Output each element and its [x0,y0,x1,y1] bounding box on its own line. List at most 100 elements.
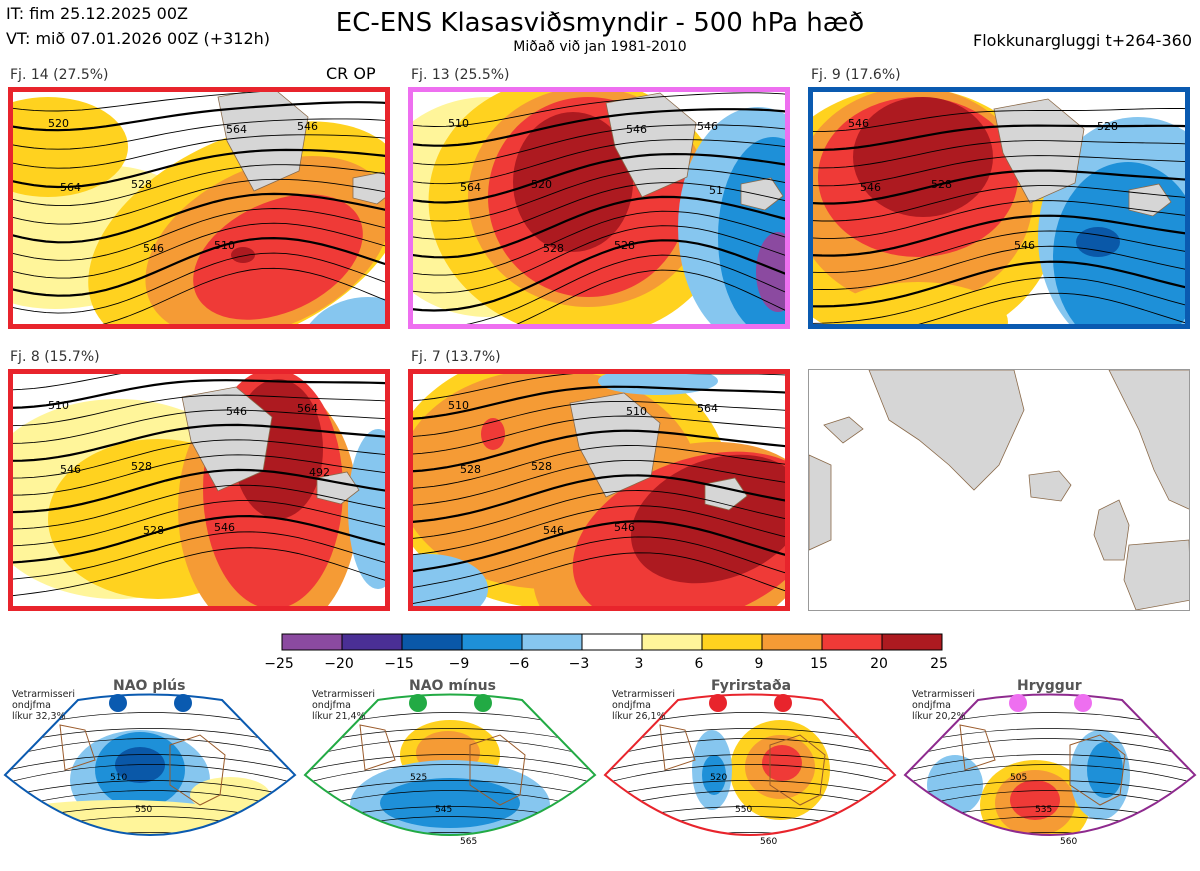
height-contour [5,738,295,762]
height-contour [808,260,1190,308]
height-contour [905,832,1195,835]
anomaly-area [1087,742,1123,798]
anomaly-area [380,778,520,828]
contour-label: 510 [448,117,469,130]
contour-label: 546 [1014,239,1035,252]
colorbar-swatch [581,633,643,651]
height-contour [300,843,600,866]
regime-name: NAO plús [113,678,186,694]
contour-label: 560 [1060,837,1077,847]
anomaly-area [190,777,270,813]
regime-marker [474,694,492,712]
cluster-map-7: 510 528 546 564 528 546 510 [408,369,790,611]
colorbar-tick: 3 [634,656,644,672]
coastline [1069,734,1126,806]
cluster-frame [8,87,390,329]
colorbar-swatch [881,633,943,651]
contour-label: 528 [131,460,152,473]
colorbar-swatch [521,633,583,651]
height-contour [408,536,790,589]
land-mass [569,392,661,498]
regime-nao-plus: 510 550 NAO plús Vetrarmisseri ondjfma líku… [0,675,300,871]
height-contour [8,118,390,150]
contour-label: 528 [1097,120,1118,133]
contour-label: 528 [460,463,481,476]
regime-ridge: 505 535 560 Hryggur Vetrarmisseri ondjfma lí… [900,675,1200,871]
height-contour [808,276,1190,324]
valid-time: VT: mið 07.01.2026 00Z (+312h) [6,29,271,48]
contour-label: 546 [214,521,235,534]
contour-label: 564 [297,402,318,415]
height-contour [808,185,1190,222]
height-contour [8,500,390,547]
height-contour [8,484,390,530]
contour-label: 546 [697,120,718,133]
height-contour [0,843,300,866]
contour-label: 510 [48,399,69,412]
colorbar-tick: 6 [694,656,704,672]
contour-label: 510 [448,399,469,412]
cluster-window: Flokkunargluggi t+264-360 [973,31,1192,50]
height-contour [8,409,390,444]
anomaly-area [1010,780,1060,820]
height-contour [408,167,790,222]
contour-label: 510 [110,773,127,783]
contour-label: 546 [60,463,81,476]
height-contour [605,738,895,762]
height-contour [8,192,390,244]
colorbar-tick: −3 [568,656,590,672]
regime-info: Vetrarmisseri ondjfma líkur 21,4% [312,689,375,722]
regime-frame [3,693,297,836]
height-contour [408,152,790,204]
height-contour [900,843,1200,866]
height-contour [408,385,790,421]
height-contour [408,490,790,540]
height-contour [408,415,790,455]
regime-frame [303,693,597,836]
height-contour [808,245,1190,290]
contour-label: 560 [760,837,777,847]
anomaly-area [828,282,1008,329]
height-contour [408,520,790,573]
coastline [169,734,226,806]
cluster-frame [8,369,390,611]
land-mass [823,416,864,444]
anomaly-area [481,418,505,450]
empty-map-panel [808,369,1190,611]
height-contour [408,139,790,185]
height-contour [808,140,1190,169]
height-contour [8,164,390,207]
height-contour [8,87,329,112]
land-mass [1093,499,1130,561]
contour-label: 546 [297,120,318,133]
height-contour [408,195,790,259]
cluster-frame [408,369,790,611]
contour-label: 528 [131,178,152,191]
contour-label: 546 [626,123,647,136]
height-contour [8,222,390,279]
height-contour [408,445,790,490]
colorbar-swatch [701,633,763,651]
anomaly-area [8,97,128,197]
cluster-map-8: 510 528 546 564 546 528 546 492 [8,369,390,611]
regime-marker [109,694,127,712]
anomaly-area [756,232,790,312]
colorbar-swatch [641,633,703,651]
regime-name: Fyrirstaða [711,678,792,694]
colorbar-tick: 9 [754,656,764,672]
height-contour [408,225,790,294]
height-contour [408,108,790,147]
cluster-frame [808,87,1190,329]
page-title: EC-ENS Klasasviðsmyndir - 500 hPa hæð [335,8,865,38]
anomaly-area [630,454,790,584]
height-contour [408,552,790,605]
land-mass [1123,539,1189,610]
contour-label: 510 [214,239,235,252]
contour-label: 546 [143,242,164,255]
regime-info: Vetrarmisseri ondjfma líkur 32,3% [12,689,75,722]
height-contour [408,239,790,312]
coastline [959,724,996,771]
anomaly-area [762,745,802,781]
colorbar-tick: −15 [384,656,414,672]
height-contour [305,780,595,801]
